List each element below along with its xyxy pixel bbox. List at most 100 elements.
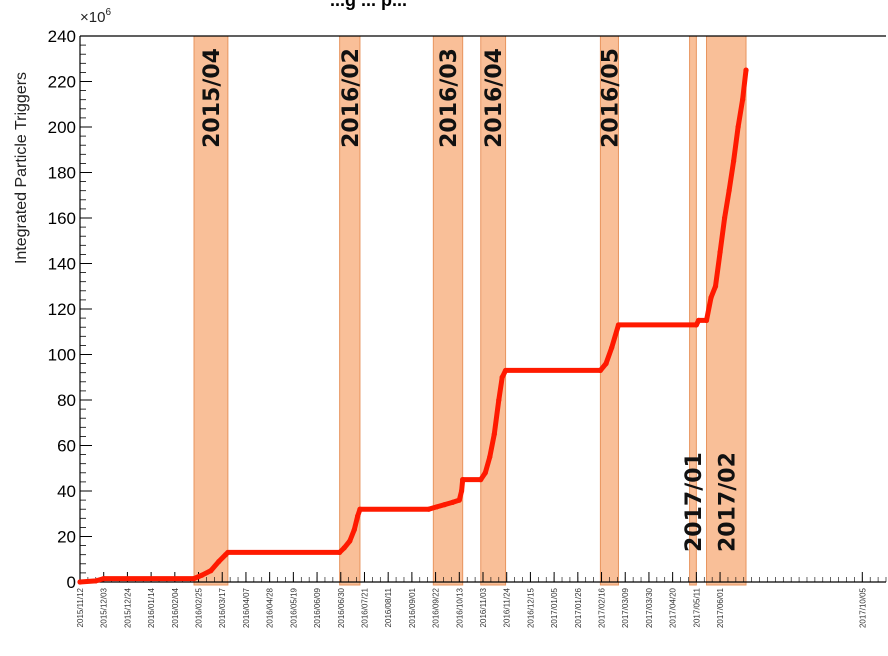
y-tick-label: 80 [57, 391, 76, 410]
x-tick-label: 2017/05/11 [692, 587, 701, 627]
data-point [712, 283, 719, 289]
x-tick-label: 2016/03/17 [218, 587, 227, 628]
data-point [77, 579, 83, 585]
data-point [487, 454, 493, 460]
y-tick-label: 140 [48, 255, 76, 274]
y-axis-multiplier: ×106 [80, 7, 111, 26]
x-tick-label: 2016/08/11 [384, 587, 393, 627]
x-tick-label: 2016/04/28 [266, 587, 275, 628]
data-point [499, 374, 505, 380]
x-tick-label: 2016/02/25 [195, 587, 204, 628]
x-tick-label: 2016/12/15 [526, 587, 535, 628]
data-point [731, 158, 737, 164]
data-point [351, 527, 357, 533]
data-point [449, 499, 456, 505]
band-label-2015-04: 2015/04 [200, 48, 225, 148]
y-tick-label: 200 [48, 118, 76, 137]
y-tick-label: 220 [48, 73, 76, 92]
chart-title: ...g ... p... [330, 0, 407, 10]
y-tick-label: 180 [48, 164, 76, 183]
x-tick-label: 2016/01/14 [147, 587, 156, 628]
data-point [216, 558, 222, 565]
data-point [478, 477, 484, 483]
data-point [717, 249, 723, 255]
band-2016-04 [480, 35, 507, 586]
data-point [615, 322, 622, 328]
data-point [735, 124, 741, 130]
band-2015-04 [193, 35, 229, 586]
x-tick-label: 2015/12/03 [100, 587, 109, 628]
data-point [609, 345, 615, 351]
band-label-2016-02: 2016/02 [339, 48, 364, 148]
data-point [347, 538, 353, 544]
x-tick-label: 2016/05/19 [289, 587, 298, 628]
y-axis-multiplier-base: ×10 [80, 9, 105, 26]
x-tick-label: 2017/01/05 [550, 587, 559, 628]
data-point [721, 215, 728, 221]
data-point [491, 431, 497, 437]
band-label-2016-03: 2016/03 [437, 48, 462, 148]
data-point [740, 97, 746, 103]
data-point [199, 572, 205, 578]
data-point [434, 504, 440, 510]
y-tick-label: 40 [57, 482, 76, 501]
shaded-bands [193, 35, 747, 586]
data-point [442, 502, 448, 508]
band-labels: 2015/04 2016/02 2016/03 2016/04 2016/05 2017/… [200, 48, 740, 552]
data-point [458, 488, 465, 494]
data-point [708, 295, 714, 301]
band-label-2016-04: 2016/04 [482, 48, 507, 148]
data-point [482, 470, 488, 476]
data-point [101, 575, 107, 582]
data-point [337, 549, 343, 556]
data-point [456, 497, 462, 503]
x-tick-label: 2016/04/07 [242, 587, 251, 628]
data-point [693, 322, 699, 328]
x-tick-label: 2015/12/24 [123, 587, 132, 628]
y-tick-label: 120 [48, 300, 76, 319]
data-point [426, 506, 432, 512]
x-tick-label: 2016/07/21 [360, 587, 369, 628]
x-tick-label: 2016/11/24 [503, 587, 512, 627]
data-point [496, 397, 502, 403]
y-tick-label: 100 [48, 346, 76, 365]
data-point [502, 367, 509, 374]
data-point [696, 317, 702, 323]
x-tick-label: 2017/06/01 [716, 587, 725, 628]
data-point [225, 549, 231, 556]
data-point [603, 361, 609, 367]
x-tick-label: 2017/04/20 [669, 587, 678, 628]
data-point [597, 367, 604, 374]
data-point [726, 188, 732, 194]
axes: 0 20 40 60 80 100 120 140 160 180 200 220 240 2015/11… [48, 27, 887, 628]
x-tick-label: 2015/11/12 [76, 587, 85, 627]
data-point [703, 317, 710, 323]
data-point [460, 477, 466, 483]
x-tick-label: 2017/01/26 [574, 587, 583, 628]
band-label-2017-01: 2017/01 [682, 452, 707, 552]
x-tick-label: 2016/06/09 [313, 587, 322, 628]
y-tick-label: 60 [57, 437, 76, 456]
data-point [355, 513, 361, 519]
data-point [208, 568, 214, 574]
data-point [93, 578, 99, 584]
x-tick-label: 2016/10/13 [455, 587, 464, 628]
data-point [341, 545, 347, 551]
series-line [77, 67, 749, 585]
y-tick-label: 160 [48, 209, 76, 228]
x-tick-label: 2016/06/30 [337, 587, 346, 628]
x-tick-label: 2017/03/30 [645, 587, 654, 628]
y-tick-label: 240 [48, 27, 76, 46]
data-point [743, 67, 749, 73]
x-tick-label: 2017/10/05 [858, 587, 867, 628]
y-axis-multiplier-exponent: 6 [105, 7, 111, 18]
series-layer [77, 67, 749, 585]
y-tick-label: 20 [57, 528, 76, 547]
band-label-2017-02: 2017/02 [715, 452, 740, 552]
y-axis-label: Integrated Particle Triggers [13, 72, 30, 264]
x-tick-label: 2016/11/03 [479, 587, 488, 627]
y-tick-label: 0 [67, 573, 76, 592]
x-tick-label: 2016/09/22 [432, 587, 441, 628]
